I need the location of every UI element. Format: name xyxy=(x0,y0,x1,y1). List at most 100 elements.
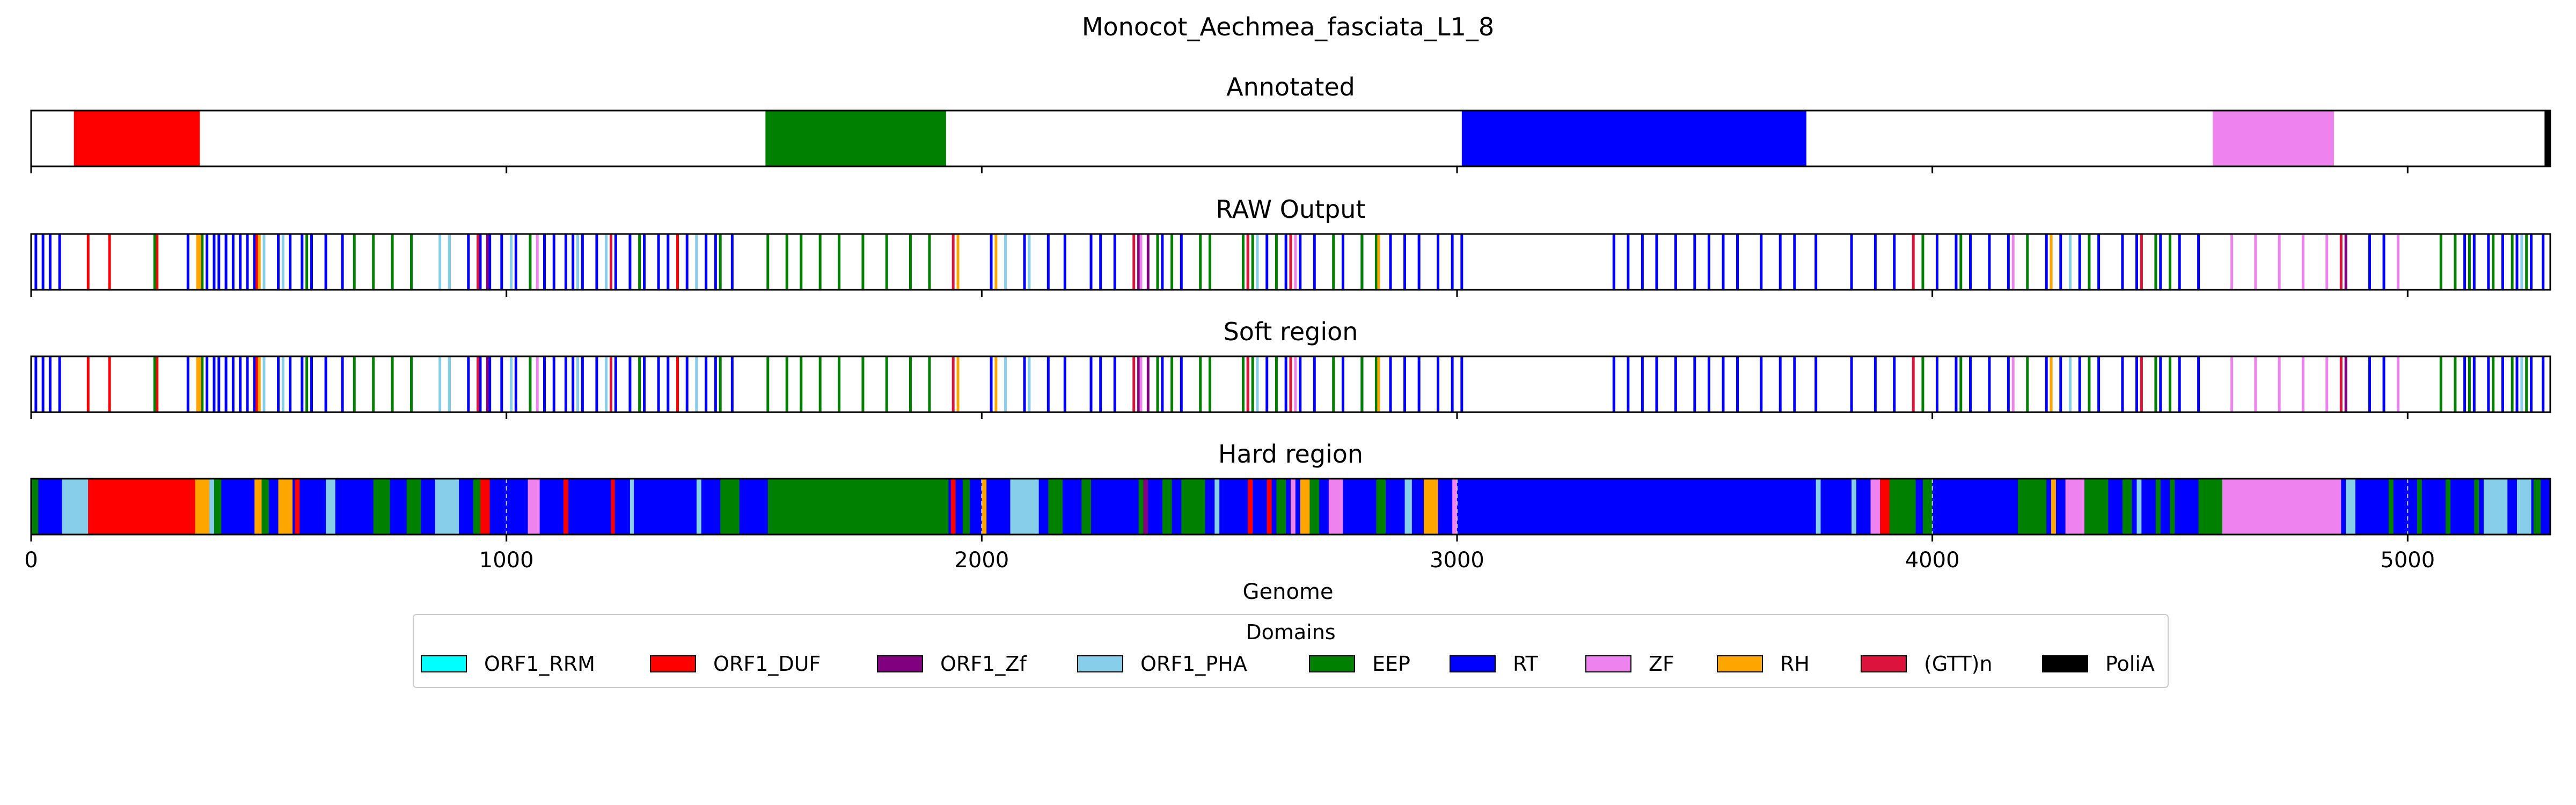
hit-zf xyxy=(2301,234,2304,290)
hit-zf xyxy=(2230,234,2234,290)
x-tick-label: 1000 xyxy=(479,548,534,573)
hit-rt xyxy=(514,234,517,290)
legend-label: ORF1_PHA xyxy=(1140,652,1247,676)
hit-rt xyxy=(990,234,993,290)
panels-group: Annotated RAW Output Soft region Hard regio… xyxy=(30,72,2551,541)
hit-rt xyxy=(1655,234,1658,290)
segment-zf xyxy=(1328,479,1343,535)
hit-rh xyxy=(258,234,261,290)
hit-rh xyxy=(258,356,261,412)
hit-rt xyxy=(2463,356,2467,412)
hit-rt xyxy=(2542,234,2545,290)
hit-orf1-pha xyxy=(1256,356,1259,412)
segment-orf1-pha xyxy=(630,479,634,535)
hit-rt xyxy=(2078,356,2081,412)
hit-rt xyxy=(2530,234,2533,290)
hit-rt xyxy=(324,234,327,290)
x-tick-label: 3000 xyxy=(1430,548,1484,573)
legend-item-orf1-duf: ORF1_DUF xyxy=(650,652,821,676)
hit-rt xyxy=(246,356,249,412)
hit-eep xyxy=(818,234,822,290)
segment-orf1-duf xyxy=(74,111,200,166)
hit-gtt-n xyxy=(610,356,613,412)
hit-eep xyxy=(818,356,822,412)
hit-rt xyxy=(467,234,470,290)
hit-eep xyxy=(719,356,722,412)
hit-rt xyxy=(2159,356,2162,412)
hit-eep xyxy=(153,356,156,412)
hit-orf1-duf xyxy=(108,356,111,412)
hit-gtt-n xyxy=(952,356,955,412)
hit-rt xyxy=(543,356,546,412)
hit-rt xyxy=(277,234,280,290)
hit-eep xyxy=(1374,356,1378,412)
hit-eep xyxy=(1251,356,1254,412)
hit-eep xyxy=(838,234,841,290)
hit-rt xyxy=(1935,234,1938,290)
hit-rt xyxy=(1389,234,1392,290)
hit-orf1-pha xyxy=(695,234,698,290)
hit-zf xyxy=(2011,356,2015,412)
hit-rt xyxy=(1814,234,1818,290)
hit-rt xyxy=(2178,356,2181,412)
hit-rt xyxy=(1180,356,1183,412)
hit-eep xyxy=(1275,234,1278,290)
hit-rh xyxy=(994,356,998,412)
hit-rt xyxy=(341,234,344,290)
hit-gtt-n xyxy=(1289,356,1292,412)
segment-eep xyxy=(2446,479,2451,535)
hit-rt xyxy=(595,356,598,412)
segment-orf1-duf xyxy=(1880,479,1890,535)
legend-swatch xyxy=(421,655,467,672)
hit-rt xyxy=(657,356,660,412)
legend-item-orf1-zf: ORF1_Zf xyxy=(877,652,1027,676)
hit-rt xyxy=(2197,234,2200,290)
x-tick-label: 2000 xyxy=(954,548,1009,573)
hit-zf xyxy=(2278,356,2281,412)
legend-label: PoliA xyxy=(2105,652,2155,676)
segment-eep xyxy=(406,479,421,535)
hit-rt xyxy=(289,356,292,412)
hit-rt xyxy=(310,234,313,290)
hit-orf1-duf xyxy=(86,234,90,290)
hit-rt xyxy=(1779,234,1782,290)
segment-eep xyxy=(2018,479,2047,535)
hit-rt xyxy=(488,356,492,412)
hit-rt xyxy=(1968,234,1972,290)
segment-eep xyxy=(1181,479,1205,535)
hit-rt xyxy=(2368,356,2371,412)
hit-rt xyxy=(1612,234,1615,290)
hit-rt xyxy=(2045,234,2048,290)
hit-rt xyxy=(2487,234,2490,290)
hit-rt xyxy=(1403,234,1407,290)
hit-eep xyxy=(410,234,413,290)
legend-label: EEP xyxy=(1372,652,1410,676)
segment-zf xyxy=(1452,479,1457,535)
hit-orf1-duf xyxy=(86,356,90,412)
hit-rt xyxy=(2007,356,2010,412)
segment-eep xyxy=(2170,479,2175,535)
hit-eep xyxy=(2468,356,2471,412)
hit-orf1-pha xyxy=(510,234,513,290)
hit-eep xyxy=(1156,234,1159,290)
hit-orf1-pha xyxy=(281,234,284,290)
hit-rt xyxy=(1299,356,1302,412)
segment-orf1-zf xyxy=(1143,479,1148,535)
hit-rt xyxy=(1793,234,1796,290)
hit-orf1-pha xyxy=(2068,356,2072,412)
hit-rt xyxy=(552,234,555,290)
hit-orf1-zf xyxy=(1137,356,1140,412)
hit-orf1-zf xyxy=(1146,356,1150,412)
hit-rt xyxy=(643,356,646,412)
hit-rt xyxy=(500,356,503,412)
hit-rt xyxy=(48,356,52,412)
segment-eep xyxy=(1138,479,1144,535)
hit-rt xyxy=(572,356,575,412)
panel-raw-output: RAW Output xyxy=(30,195,2551,297)
segment-eep xyxy=(1048,479,1063,535)
hit-rt xyxy=(1874,356,1877,412)
hit-eep xyxy=(1374,234,1378,290)
hit-orf1-pha xyxy=(281,356,284,412)
hit-eep xyxy=(885,234,888,290)
hit-rt xyxy=(628,234,632,290)
